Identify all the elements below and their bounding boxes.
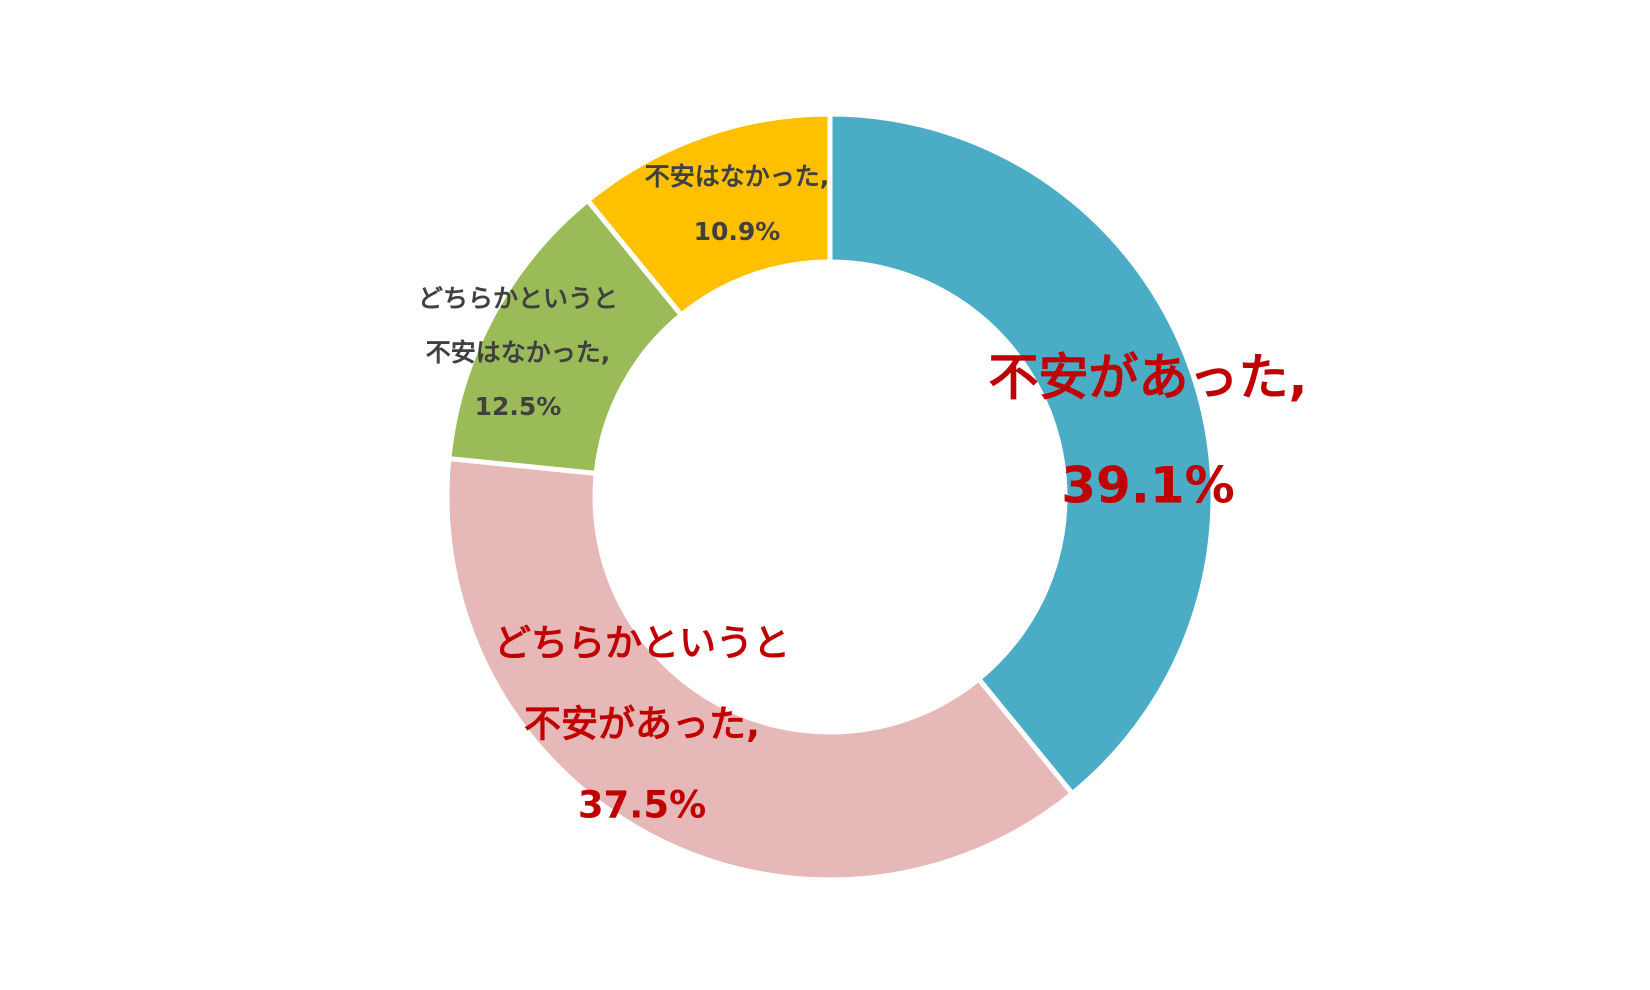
segment-label: どちらかというと (494, 622, 790, 665)
segment-label: 不安はなかった, (426, 338, 611, 367)
segment-label: 不安はなかった, (645, 162, 830, 191)
value-label: 37.5% (578, 784, 706, 827)
value-label: 39.1% (1061, 457, 1234, 515)
donut-segment (444, 455, 1076, 883)
value-label: 10.9% (694, 217, 781, 246)
value-label: 12.5% (475, 392, 562, 421)
segment-label: 不安があった, (524, 703, 760, 746)
segment-label: どちらかというと (418, 284, 618, 313)
segment-label: 不安があった, (989, 349, 1308, 407)
donut-segment (827, 111, 1216, 798)
donut-segment (584, 111, 833, 319)
